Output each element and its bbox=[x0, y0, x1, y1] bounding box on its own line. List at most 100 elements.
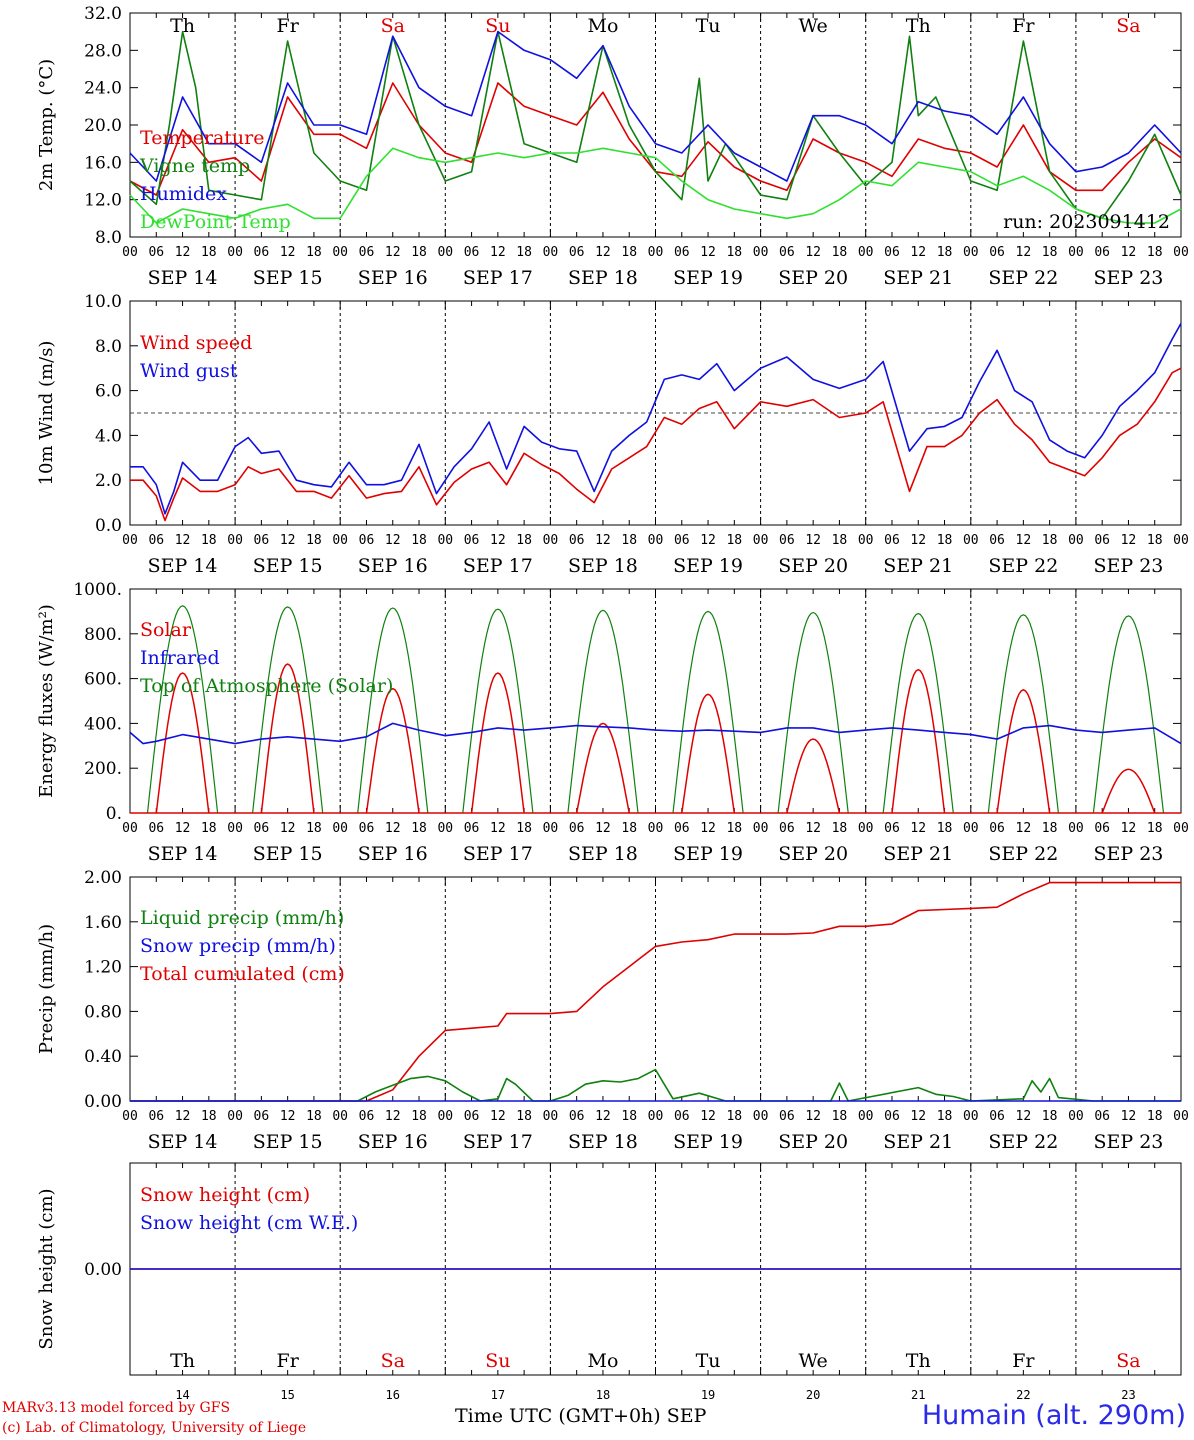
solar-series bbox=[891, 668, 946, 814]
weekday-label: Su bbox=[485, 1350, 510, 1372]
energy-date-label: SEP 23 bbox=[1094, 843, 1164, 865]
weekday-label: We bbox=[799, 15, 828, 37]
temp-hour-label: 06 bbox=[464, 245, 480, 260]
precip-date-label: SEP 20 bbox=[778, 1131, 848, 1153]
precip-y-tick-label: 0.40 bbox=[84, 1047, 122, 1067]
energy-hour-label: 06 bbox=[989, 821, 1005, 836]
toa-solar-series bbox=[252, 606, 324, 814]
energy-date-label: SEP 19 bbox=[673, 843, 743, 865]
precip-hour-label: 12 bbox=[280, 1109, 296, 1124]
weekday-label: We bbox=[799, 1350, 828, 1372]
weekday-label: Mo bbox=[587, 15, 618, 37]
temp-hour-label: 18 bbox=[832, 245, 848, 260]
wind-date-label: SEP 20 bbox=[778, 555, 848, 577]
temp-hour-label: 18 bbox=[937, 245, 953, 260]
wind-hour-label: 18 bbox=[411, 533, 427, 548]
weekday-label: Fr bbox=[1012, 1350, 1035, 1372]
infrared-series bbox=[129, 722, 1182, 745]
wind-hour-label: 00 bbox=[1068, 533, 1084, 548]
wind-hour-label: 06 bbox=[674, 533, 690, 548]
precip-date-label: SEP 17 bbox=[463, 1131, 533, 1153]
energy-hour-label: 12 bbox=[1121, 821, 1137, 836]
wind-y-tick-label: 8.0 bbox=[95, 337, 122, 357]
energy-hour-label: 12 bbox=[595, 821, 611, 836]
precip-hour-label: 00 bbox=[1173, 1109, 1189, 1124]
precip-hour-label: 00 bbox=[227, 1109, 243, 1124]
temp-series-humidex bbox=[129, 30, 1182, 182]
energy-hour-label: 00 bbox=[1068, 821, 1084, 836]
temp-hour-label: 06 bbox=[359, 245, 375, 260]
precip-hour-label: 12 bbox=[700, 1109, 716, 1124]
energy-hour-label: 06 bbox=[464, 821, 480, 836]
temp-date-label: SEP 22 bbox=[988, 267, 1058, 289]
temp-date-label: SEP 19 bbox=[673, 267, 743, 289]
energy-legend-item: Infrared bbox=[140, 647, 220, 669]
wind-hour-label: 00 bbox=[332, 533, 348, 548]
wind-hour-label: 06 bbox=[254, 533, 270, 548]
energy-hour-label: 12 bbox=[490, 821, 506, 836]
temp-hour-label: 00 bbox=[963, 245, 979, 260]
energy-date-label: SEP 20 bbox=[778, 843, 848, 865]
wind-y-tick-label: 10.0 bbox=[84, 292, 122, 312]
day-number-label: 19 bbox=[701, 1388, 715, 1402]
temp-date-label: SEP 18 bbox=[568, 267, 638, 289]
precip-hour-label: 12 bbox=[175, 1109, 191, 1124]
wind-hour-label: 18 bbox=[937, 533, 953, 548]
precip-hour-label: 18 bbox=[937, 1109, 953, 1124]
wind-hour-label: 00 bbox=[858, 533, 874, 548]
weekday-label: Th bbox=[906, 1350, 931, 1372]
energy-hour-label: 18 bbox=[832, 821, 848, 836]
temp-hour-label: 12 bbox=[490, 245, 506, 260]
precip-series-liquid-precip-mm-h- bbox=[130, 1068, 1181, 1102]
weekday-label: Fr bbox=[277, 1350, 300, 1372]
toa-solar-series bbox=[882, 612, 954, 814]
energy-hour-label: 06 bbox=[674, 821, 690, 836]
energy-hour-label: 12 bbox=[700, 821, 716, 836]
energy-hour-label: 18 bbox=[1042, 821, 1058, 836]
wind-hour-label: 06 bbox=[779, 533, 795, 548]
temp-legend-item: Vigne temp bbox=[139, 155, 250, 177]
precip-hour-label: 06 bbox=[569, 1109, 585, 1124]
temp-hour-label: 12 bbox=[280, 245, 296, 260]
solar-series bbox=[1101, 768, 1156, 814]
precip-hour-label: 12 bbox=[1016, 1109, 1032, 1124]
temp-date-label: SEP 15 bbox=[253, 267, 323, 289]
precip-hour-label: 18 bbox=[832, 1109, 848, 1124]
energy-hour-label: 06 bbox=[569, 821, 585, 836]
temp-hour-label: 00 bbox=[648, 245, 664, 260]
temp-hour-label: 12 bbox=[385, 245, 401, 260]
wind-hour-label: 06 bbox=[148, 533, 164, 548]
precip-hour-label: 12 bbox=[385, 1109, 401, 1124]
solar-series bbox=[575, 722, 630, 814]
wind-hour-label: 12 bbox=[595, 533, 611, 548]
temp-hour-label: 00 bbox=[543, 245, 559, 260]
precip-hour-label: 18 bbox=[306, 1109, 322, 1124]
precip-hour-label: 18 bbox=[726, 1109, 742, 1124]
precip-hour-label: 12 bbox=[595, 1109, 611, 1124]
wind-hour-label: 00 bbox=[437, 533, 453, 548]
precip-hour-label: 06 bbox=[674, 1109, 690, 1124]
precip-hour-label: 00 bbox=[858, 1109, 874, 1124]
wind-legend-item: Wind speed bbox=[140, 332, 252, 354]
precip-hour-label: 00 bbox=[963, 1109, 979, 1124]
weekday-label: Th bbox=[170, 1350, 195, 1372]
temp-hour-label: 18 bbox=[726, 245, 742, 260]
weekday-label: Fr bbox=[277, 15, 300, 37]
precip-hour-label: 12 bbox=[1121, 1109, 1137, 1124]
precip-hour-label: 06 bbox=[779, 1109, 795, 1124]
energy-hour-label: 00 bbox=[963, 821, 979, 836]
energy-hour-label: 00 bbox=[227, 821, 243, 836]
weekday-label: Sa bbox=[381, 15, 405, 37]
wind-y-axis-label: 10m Wind (m/s) bbox=[36, 341, 57, 486]
temp-hour-label: 06 bbox=[148, 245, 164, 260]
precip-hour-label: 12 bbox=[490, 1109, 506, 1124]
temp-hour-label: 12 bbox=[910, 245, 926, 260]
precip-hour-label: 00 bbox=[332, 1109, 348, 1124]
wind-y-tick-label: 6.0 bbox=[95, 382, 122, 402]
temp-y-tick-label: 32.0 bbox=[84, 4, 122, 24]
energy-hour-label: 12 bbox=[910, 821, 926, 836]
snow-y-tick-label: 0.00 bbox=[84, 1260, 122, 1280]
energy-hour-label: 00 bbox=[122, 821, 138, 836]
wind-hour-label: 18 bbox=[516, 533, 532, 548]
temp-hour-label: 00 bbox=[1068, 245, 1084, 260]
